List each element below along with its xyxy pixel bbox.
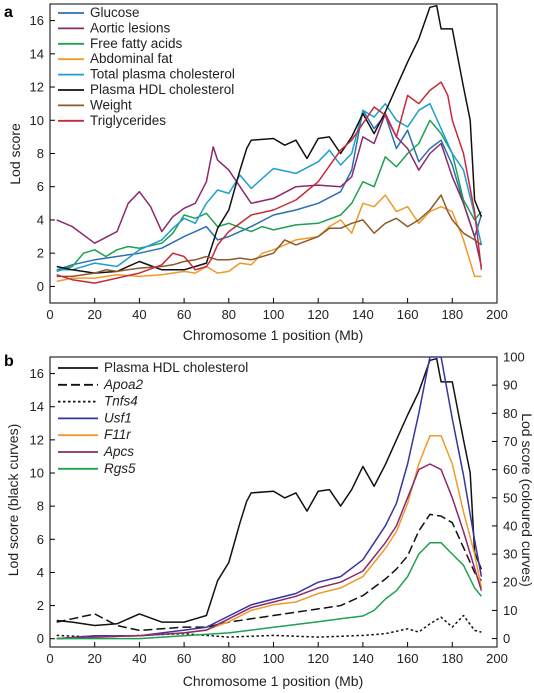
series-line-apcs [56, 463, 483, 640]
y2-tick-label: 10 [503, 603, 517, 618]
x-tick-label: 200 [486, 307, 508, 322]
legend-label-total-plasma-cholesterol: Total plasma cholesterol [90, 67, 235, 82]
panel-b-x-axis: 0 20 40 60 80 100 120 140 160 180 200 [46, 642, 508, 666]
x-tick-label: 80 [222, 651, 236, 666]
panel-b-letter: b [4, 353, 14, 370]
series-line-tnfs4 [56, 614, 482, 638]
legend-label-f11r: F11r [104, 427, 131, 442]
x-tick-label: 100 [263, 307, 285, 322]
series-line-plasma-hdl-cholesterol [56, 357, 483, 627]
y-tick-label: 6 [37, 179, 44, 194]
y-tick-label: 8 [37, 499, 44, 514]
y2-tick-label: 60 [503, 462, 517, 477]
panel-b-series-group [56, 356, 483, 640]
y-tick-label: 14 [30, 46, 44, 61]
x-tick-label: 160 [397, 651, 419, 666]
x-tick-label: 80 [222, 307, 236, 322]
panel-a-xlabel: Chromosome 1 position (Mb) [183, 327, 364, 343]
x-tick-label: 60 [177, 307, 191, 322]
x-tick-label: 180 [441, 651, 463, 666]
panel-b-ylabel: Lod score (black curves) [5, 424, 21, 577]
legend-label-abdominal-fat: Abdominal fat [90, 51, 173, 66]
legend-label-plasma-hdl-cholesterol: Plasma HDL cholesterol [104, 360, 248, 375]
y2-tick-label: 0 [503, 631, 510, 646]
x-tick-label: 200 [486, 651, 508, 666]
series-line-apoa2 [56, 513, 482, 632]
panel-a-letter: a [4, 4, 13, 21]
y2-tick-label: 90 [503, 378, 517, 393]
panel-b: b 0 20 40 60 80 100 120 140 160 180 200 0246810121… [4, 350, 534, 690]
x-tick-label: 0 [46, 307, 53, 322]
y2-tick-label: 100 [503, 350, 525, 365]
y2-tick-label: 70 [503, 434, 517, 449]
series-line-abdominal-fat [56, 194, 482, 283]
x-tick-label: 100 [263, 651, 285, 666]
y2-tick-label: 20 [503, 575, 517, 590]
y-tick-label: 10 [30, 113, 44, 128]
x-tick-label: 180 [441, 307, 463, 322]
legend-label-weight: Weight [90, 97, 132, 112]
panel-a-ylabel: Lod score [7, 123, 23, 185]
series-line-plasma-hdl-cholesterol [56, 4, 483, 274]
series-line-aortic-lesions [56, 112, 483, 267]
legend-label-usf1: Usf1 [104, 410, 132, 425]
legend-label-tnfs4: Tnfs4 [104, 394, 138, 409]
legend-label-apoa2: Apoa2 [103, 377, 144, 392]
y-tick-label: 12 [30, 432, 44, 447]
y-tick-label: 2 [37, 598, 44, 613]
legend-label-apcs: Apcs [103, 444, 134, 459]
legend-label-triglycerides: Triglycerides [90, 113, 166, 128]
series-line-rgs5 [56, 542, 482, 640]
x-tick-label: 140 [352, 651, 374, 666]
y2-tick-label: 50 [503, 490, 517, 505]
legend-label-free-fatty-acids: Free fatty acids [90, 36, 183, 51]
series-line-free-fatty-acids [56, 119, 482, 273]
y-tick-label: 4 [37, 565, 44, 580]
panel-b-y2-axis: 0 10 20 30 40 50 60 70 80 90 100 [492, 350, 525, 646]
x-tick-label: 140 [352, 307, 374, 322]
y-tick-label: 6 [37, 532, 44, 547]
panel-b-y2label: Lod score (coloured curves) [519, 413, 534, 587]
y-tick-label: 16 [30, 13, 44, 28]
legend-label-glucose: Glucose [90, 5, 140, 20]
panel-b-xlabel: Chromosome 1 position (Mb) [183, 673, 364, 689]
x-tick-label: 20 [87, 651, 101, 666]
series-line-usf1 [56, 356, 483, 640]
y-tick-label: 4 [37, 212, 44, 227]
y-tick-label: 16 [30, 366, 44, 381]
panel-a: a 0 20 40 60 80 100 120 140 160 180 200 0 2 4 6 8 10 12 1… [4, 3, 508, 343]
y-tick-label: 12 [30, 80, 44, 95]
panel-a-series-group [56, 4, 483, 284]
legend-label-rgs5: Rgs5 [104, 461, 136, 476]
y-tick-label: 2 [37, 246, 44, 261]
y-tick-label: 0 [37, 631, 44, 646]
x-tick-label: 40 [132, 307, 146, 322]
x-tick-label: 40 [132, 651, 146, 666]
x-tick-label: 0 [46, 651, 53, 666]
x-tick-label: 20 [87, 307, 101, 322]
y2-tick-label: 80 [503, 406, 517, 421]
series-line-triglycerides [56, 81, 483, 284]
legend-label-aortic-lesions: Aortic lesions [90, 20, 171, 35]
y-tick-label: 8 [37, 146, 44, 161]
y-tick-label: 10 [30, 466, 44, 481]
series-line-glucose [56, 109, 483, 271]
panel-a-y-axis: 0 2 4 6 8 10 12 14 16 [30, 13, 55, 294]
y2-tick-label: 40 [503, 518, 517, 533]
panel-b-y-axis: 0 2 4 6 8 10 12 14 16 [30, 366, 55, 646]
legend-label-plasma-hdl-cholesterol: Plasma HDL cholesterol [90, 82, 234, 97]
y-tick-label: 0 [37, 279, 44, 294]
y2-tick-label: 30 [503, 547, 517, 562]
y-tick-label: 14 [30, 399, 44, 414]
series-line-total-plasma-cholesterol [56, 102, 483, 271]
x-tick-label: 160 [397, 307, 419, 322]
x-tick-label: 60 [177, 651, 191, 666]
x-tick-label: 120 [307, 651, 329, 666]
panel-a-x-axis: 0 20 40 60 80 100 120 140 160 180 200 [46, 298, 508, 322]
x-tick-label: 120 [307, 307, 329, 322]
